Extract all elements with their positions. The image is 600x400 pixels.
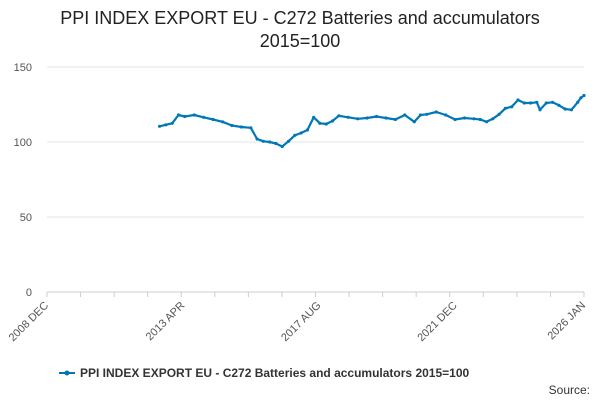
- data-point: [312, 115, 316, 119]
- data-point: [337, 114, 341, 118]
- data-point: [557, 103, 561, 107]
- y-gridlines: [47, 66, 584, 218]
- data-point: [192, 113, 196, 117]
- data-point: [569, 108, 574, 112]
- data-point: [522, 101, 526, 105]
- data-point: [299, 131, 303, 135]
- data-point: [356, 117, 360, 121]
- legend-label: PPI INDEX EXPORT EU - C272 Batteries and…: [80, 366, 469, 380]
- data-point: [425, 112, 429, 116]
- data-point: [280, 144, 284, 149]
- data-point: [318, 121, 322, 125]
- data-point: [478, 117, 482, 122]
- data-point: [249, 126, 253, 130]
- y-tick-label: 50: [20, 212, 32, 224]
- data-point: [551, 100, 555, 104]
- data-point: [444, 113, 448, 117]
- data-point: [582, 93, 586, 98]
- y-tick-label: 0: [26, 287, 32, 299]
- data-point: [183, 114, 187, 119]
- plot-area: [158, 93, 586, 149]
- data-point: [485, 120, 489, 124]
- data-point: [211, 117, 215, 122]
- data-point: [544, 101, 548, 105]
- data-point: [434, 110, 438, 114]
- data-point: [579, 96, 583, 100]
- data-point: [374, 114, 379, 119]
- data-point: [255, 137, 259, 141]
- x-tick-label: 2021 DEC: [415, 300, 459, 344]
- data-point: [503, 106, 507, 110]
- chart-title: PPI INDEX EXPORT EU - C272 Batteries and…: [60, 8, 540, 28]
- data-point: [261, 139, 265, 143]
- data-point: [510, 105, 514, 109]
- data-point: [286, 139, 291, 143]
- y-tick-label: 150: [14, 62, 32, 74]
- data-point: [202, 115, 206, 119]
- data-point: [393, 117, 397, 122]
- data-point: [176, 113, 181, 117]
- data-point: [330, 119, 335, 123]
- data-point: [365, 116, 369, 120]
- y-tick-label: 100: [14, 137, 32, 149]
- data-point: [538, 108, 542, 112]
- data-point: [239, 125, 243, 129]
- data-point: [164, 123, 168, 127]
- data-point: [497, 112, 501, 116]
- data-point: [293, 133, 297, 137]
- source-label: Source:: [549, 383, 590, 397]
- data-point: [274, 141, 278, 146]
- x-tick-label: 2026 JAN: [545, 300, 588, 343]
- data-point: [418, 113, 423, 117]
- x-tick-label: 2013 APR: [144, 300, 188, 344]
- data-point: [268, 140, 272, 144]
- data-point: [491, 117, 495, 121]
- x-tick-label: 2017 AUG: [279, 300, 323, 344]
- data-point: [158, 124, 162, 128]
- data-point: [576, 100, 580, 104]
- data-point: [563, 107, 567, 111]
- data-point: [453, 117, 457, 122]
- data-point: [384, 116, 388, 120]
- data-point: [412, 120, 416, 124]
- data-point: [472, 117, 476, 121]
- data-point: [170, 121, 174, 125]
- legend-point-marker: [64, 370, 70, 376]
- data-point: [535, 100, 539, 104]
- data-point: [462, 116, 467, 120]
- chart-subtitle: 2015=100: [260, 31, 341, 51]
- data-point: [305, 128, 309, 132]
- data-point: [230, 123, 234, 128]
- data-point: [324, 122, 328, 126]
- x-axis: 2008 DEC 2013 APR 2017 AUG 2021 DEC 2026 JAN: [7, 291, 588, 344]
- x-tick-label: 2008 DEC: [7, 300, 51, 344]
- data-point: [516, 98, 520, 102]
- y-axis: 0 50 100 150: [14, 62, 32, 299]
- data-point: [529, 101, 533, 105]
- data-point: [220, 120, 225, 124]
- data-point: [403, 113, 407, 117]
- legend[interactable]: PPI INDEX EXPORT EU - C272 Batteries and…: [59, 366, 469, 380]
- data-point: [346, 115, 350, 119]
